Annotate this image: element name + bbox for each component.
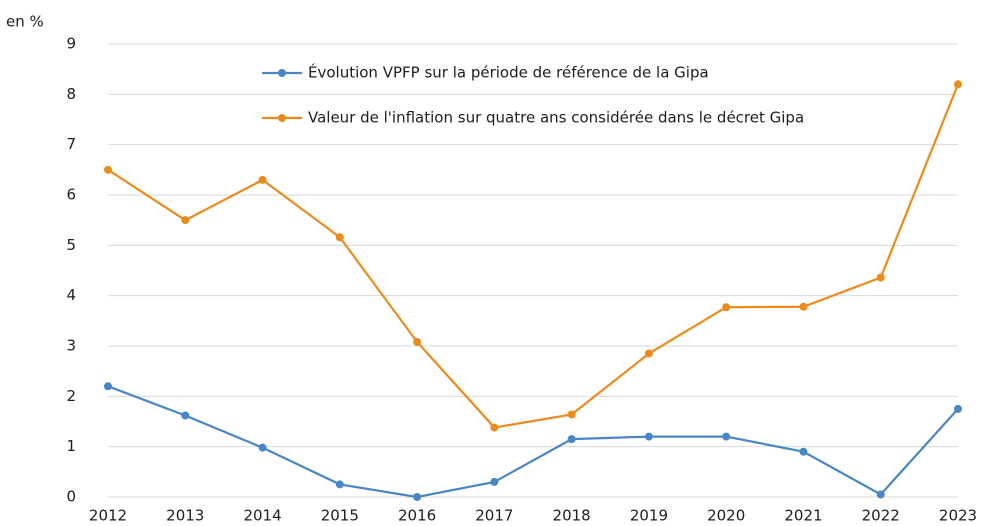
data-point bbox=[722, 303, 731, 312]
x-tick-label: 2015 bbox=[321, 507, 359, 525]
x-tick-label: 2021 bbox=[784, 507, 822, 525]
data-point bbox=[181, 216, 190, 225]
legend-label: Évolution VPFP sur la période de référen… bbox=[308, 63, 709, 82]
data-point bbox=[258, 175, 267, 184]
data-point bbox=[335, 480, 344, 489]
y-tick-label: 9 bbox=[66, 35, 76, 53]
x-tick-label: 2023 bbox=[939, 507, 977, 525]
data-point bbox=[876, 273, 885, 282]
data-point bbox=[567, 435, 576, 444]
data-point bbox=[413, 493, 422, 501]
x-tick-label: 2022 bbox=[862, 507, 900, 525]
y-tick-label: 0 bbox=[66, 488, 76, 506]
legend-label: Valeur de l'inflation sur quatre ans con… bbox=[308, 109, 804, 127]
data-point bbox=[490, 423, 499, 432]
data-point bbox=[181, 411, 190, 420]
x-tick-label: 2018 bbox=[553, 507, 591, 525]
legend-marker bbox=[278, 69, 286, 77]
data-point bbox=[258, 443, 267, 452]
data-point bbox=[799, 302, 808, 311]
x-tick-label: 2019 bbox=[630, 507, 668, 525]
legend-marker bbox=[278, 114, 286, 122]
data-point bbox=[490, 477, 499, 486]
data-point bbox=[954, 404, 962, 413]
x-tick-label: 2020 bbox=[707, 507, 745, 525]
y-unit-label: en % bbox=[6, 13, 44, 31]
data-point bbox=[104, 165, 112, 174]
x-tick-label: 2014 bbox=[243, 507, 281, 525]
data-point bbox=[799, 447, 808, 456]
data-point bbox=[567, 410, 576, 419]
y-tick-label: 4 bbox=[66, 286, 76, 304]
x-tick-label: 2013 bbox=[166, 507, 204, 525]
data-point bbox=[722, 432, 731, 441]
data-point bbox=[335, 233, 344, 242]
x-tick-label: 2012 bbox=[89, 507, 127, 525]
data-point bbox=[954, 80, 962, 89]
y-tick-label: 5 bbox=[66, 236, 76, 254]
data-point bbox=[876, 490, 885, 499]
data-point bbox=[644, 349, 653, 358]
data-point bbox=[413, 337, 422, 346]
x-tick-label: 2017 bbox=[475, 507, 513, 525]
y-tick-label: 6 bbox=[66, 186, 76, 204]
y-tick-label: 3 bbox=[66, 337, 76, 355]
y-tick-label: 7 bbox=[66, 135, 76, 153]
series-line bbox=[107, 83, 960, 429]
y-tick-label: 1 bbox=[66, 437, 76, 455]
y-tick-label: 8 bbox=[66, 85, 76, 103]
x-tick-label: 2016 bbox=[398, 507, 436, 525]
data-point bbox=[104, 382, 112, 391]
series-line bbox=[107, 385, 959, 499]
y-tick-label: 2 bbox=[66, 387, 76, 405]
data-point bbox=[644, 432, 653, 441]
